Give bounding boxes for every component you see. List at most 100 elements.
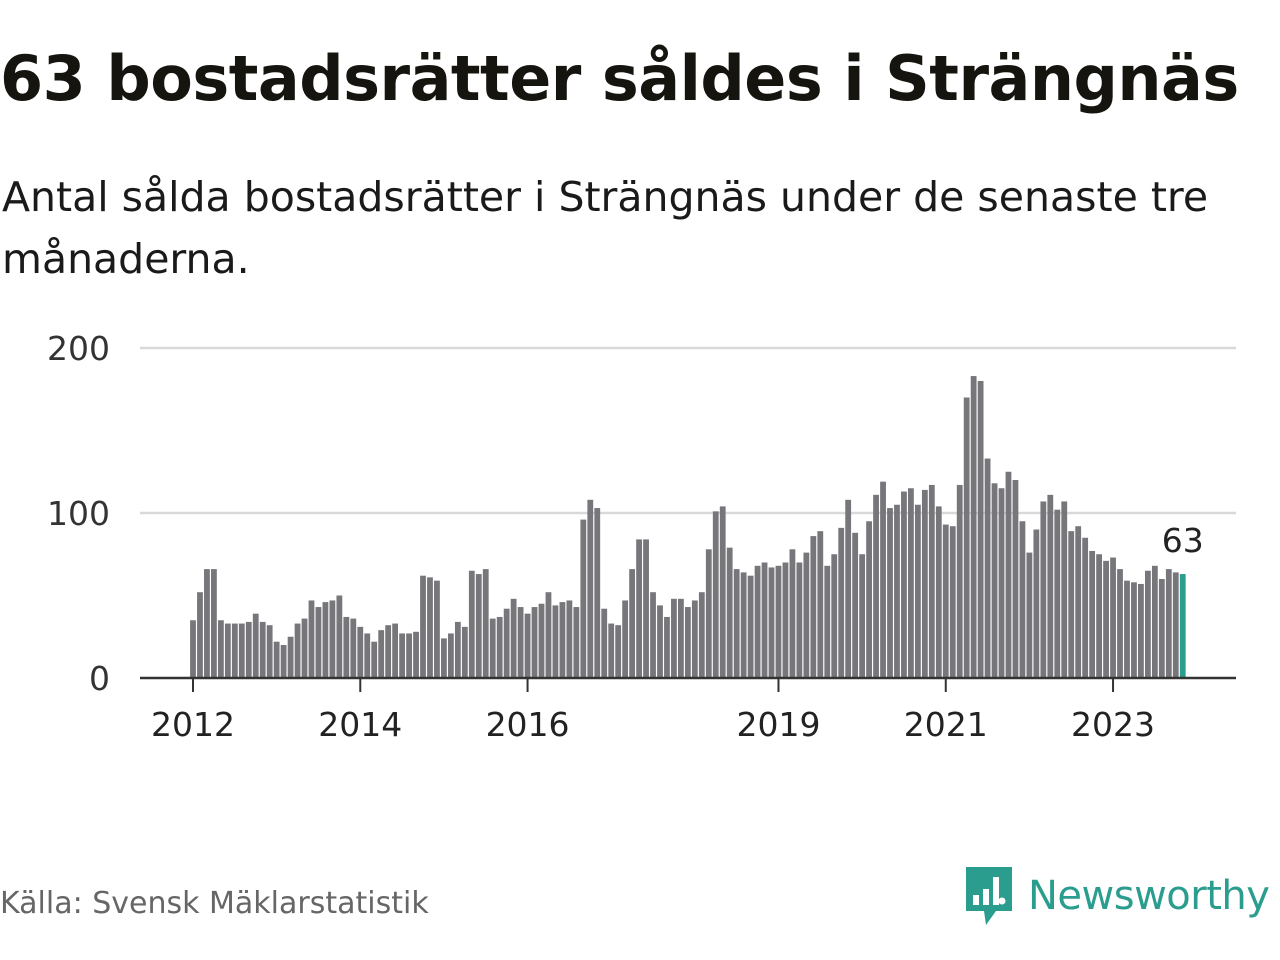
bar: [1019, 521, 1026, 678]
brand-logo[interactable]: Newsworthy: [964, 864, 1270, 928]
bar: [357, 626, 364, 678]
bar: [650, 592, 656, 678]
bar: [420, 575, 426, 678]
highlight-value-label: 63: [1162, 521, 1204, 560]
bar: [615, 625, 622, 678]
bar: [238, 623, 245, 678]
bar: [1040, 501, 1047, 678]
bar: [691, 600, 698, 678]
bar: [489, 618, 496, 678]
bar: [671, 598, 677, 678]
bar: [817, 531, 824, 678]
bar: [643, 539, 649, 678]
bar: [524, 613, 531, 678]
bar: [901, 491, 907, 678]
bar: [908, 488, 914, 678]
bar: [378, 630, 385, 678]
bar-highlight: [1179, 574, 1186, 678]
bar: [1047, 494, 1054, 678]
bar: [406, 633, 412, 678]
bar: [559, 602, 566, 678]
newsworthy-logo-icon: [966, 867, 1012, 925]
bar: [259, 621, 266, 678]
bar: [1117, 569, 1123, 678]
bar: [956, 484, 963, 678]
bar: [1138, 583, 1144, 678]
bar: [866, 521, 872, 678]
bar: [768, 567, 775, 678]
x-tick-label: 2019: [736, 705, 820, 744]
bar: [824, 565, 831, 678]
bar: [1089, 550, 1096, 678]
bar: [447, 633, 454, 678]
bar: [747, 575, 754, 678]
bar: [413, 631, 419, 678]
bar: [280, 645, 287, 678]
bar: [601, 608, 608, 678]
bar: [838, 527, 845, 678]
bar: [503, 608, 510, 678]
bar: [566, 600, 573, 678]
bar: [573, 607, 580, 678]
bar: [587, 499, 594, 678]
x-tick-label: 2014: [318, 705, 402, 744]
bar: [873, 494, 879, 678]
bar: [977, 381, 984, 678]
bar: [942, 524, 949, 678]
bar: [712, 511, 719, 678]
bar: [343, 616, 350, 678]
bar: [1124, 580, 1130, 678]
bar: [461, 626, 468, 678]
bar: [1054, 509, 1061, 678]
bar: [921, 489, 928, 678]
bar-chart: 0 100 200 2012 2014 2016 2019 2021 2023 63: [47, 329, 1236, 744]
bar: [301, 618, 308, 678]
bar: [845, 499, 852, 678]
source-note: Källa: Svensk Mäklarstatistik: [0, 886, 429, 921]
bar: [1110, 557, 1116, 678]
bar: [322, 602, 329, 678]
bar: [392, 623, 399, 678]
bar: [468, 570, 475, 678]
bar: [287, 636, 294, 678]
bar: [852, 532, 859, 678]
y-tick-label: 0: [89, 659, 110, 698]
bar: [454, 621, 461, 678]
bar: [294, 623, 301, 678]
bar: [371, 641, 378, 678]
bar: [1096, 554, 1102, 678]
bar: [580, 519, 587, 678]
bar: [859, 554, 866, 678]
bar: [197, 592, 203, 678]
bar: [1061, 501, 1068, 678]
bar: [664, 616, 670, 678]
bar: [217, 620, 224, 678]
bar: [1033, 529, 1040, 678]
bar: [385, 625, 392, 678]
bar: [211, 569, 217, 678]
bar: [984, 458, 991, 678]
brand-name: Newsworthy: [1028, 873, 1270, 919]
bar: [510, 598, 517, 678]
bar: [1158, 579, 1165, 678]
bar: [434, 580, 440, 678]
bar: [684, 607, 691, 678]
bar: [970, 376, 977, 678]
bar: [482, 569, 489, 678]
bar: [949, 526, 956, 678]
x-tick-label: 2023: [1071, 705, 1155, 744]
bar: [1131, 582, 1137, 678]
bar: [740, 572, 747, 678]
chart-subtitle: Antal sålda bostadsrätter i Strängnäs un…: [2, 173, 1209, 283]
bar: [336, 595, 343, 678]
bar: [636, 539, 642, 678]
bar: [998, 488, 1005, 678]
bar: [538, 603, 545, 678]
bar: [935, 506, 942, 678]
bar: [441, 638, 447, 678]
bar: [775, 565, 782, 678]
bar: [190, 620, 196, 678]
bar: [545, 592, 552, 678]
bar: [963, 397, 970, 678]
bar: [991, 483, 998, 678]
